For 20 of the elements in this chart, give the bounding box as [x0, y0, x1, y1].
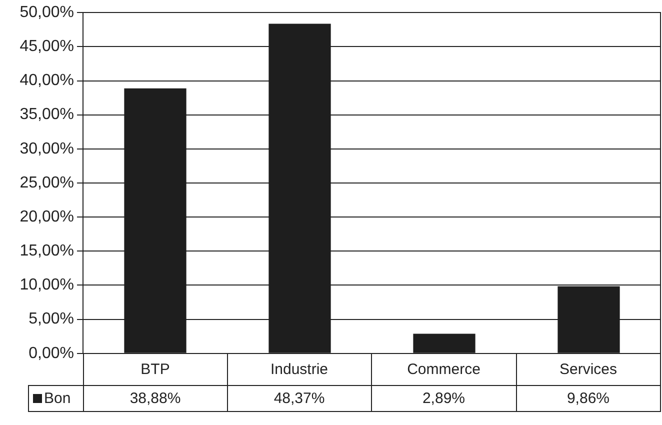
x-tick-label: Services [516, 353, 661, 386]
data-label: 38,88% [83, 385, 228, 412]
x-tick-label: BTP [83, 353, 228, 386]
y-tick-label: 35,00% [20, 106, 74, 124]
y-tick-label: 40,00% [20, 72, 74, 90]
y-tick-label: 25,00% [20, 174, 74, 192]
data-label: 9,86% [516, 385, 661, 412]
x-tick-label: Commerce [371, 353, 516, 386]
y-tick-label: 10,00% [20, 276, 74, 294]
x-tick-label: Industrie [226, 353, 372, 386]
y-tick-label: 5,00% [28, 310, 74, 328]
y-tick-label: 20,00% [20, 208, 74, 226]
y-tick-label: 15,00% [20, 242, 74, 260]
y-tick-label: 30,00% [20, 140, 74, 158]
data-label: 48,37% [226, 385, 372, 412]
legend-label: Bon [44, 390, 71, 408]
data-label: 2,89% [371, 385, 516, 412]
y-tick-label: 50,00% [20, 4, 74, 22]
y-tick-label: 0,00% [28, 344, 74, 362]
y-tick-label: 45,00% [20, 38, 74, 56]
